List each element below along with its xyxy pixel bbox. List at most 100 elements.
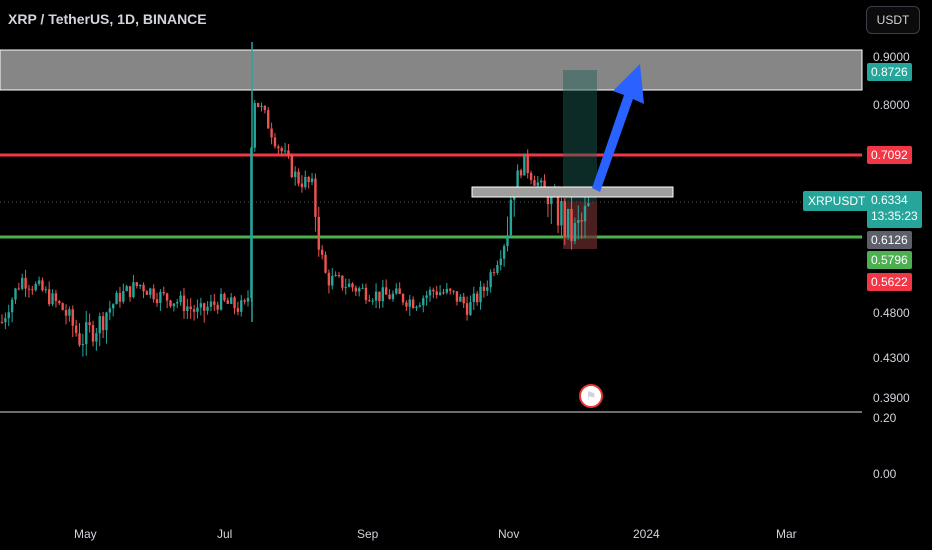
target-arrow xyxy=(592,64,644,192)
candle-body xyxy=(391,293,395,300)
candle-body xyxy=(358,288,361,292)
candle-body xyxy=(213,301,216,305)
last-price: 0.6334 xyxy=(871,193,908,207)
red-level-badge: 0.5622 xyxy=(867,273,912,291)
candle-body xyxy=(411,299,415,309)
candle-body xyxy=(186,306,189,312)
candle-body xyxy=(536,182,540,186)
last-price-badge: 0.6334 13:35:23 xyxy=(867,191,922,228)
candle-body xyxy=(91,325,95,342)
candle-body xyxy=(415,306,418,309)
candle-body xyxy=(51,293,54,305)
candle-body xyxy=(577,220,580,224)
candle-body xyxy=(159,292,162,303)
candle-body xyxy=(344,286,347,288)
candle-body xyxy=(327,272,331,286)
candle-body xyxy=(425,295,428,299)
candle-body xyxy=(226,300,229,304)
candle-body xyxy=(229,297,233,304)
candle-body xyxy=(31,289,34,291)
candle-body xyxy=(459,296,462,302)
candle-body xyxy=(54,293,58,302)
candle-body xyxy=(388,294,391,300)
green-level-badge: 0.5796 xyxy=(867,251,912,269)
candle-body xyxy=(10,299,14,313)
candle-body xyxy=(236,308,240,312)
candle-body xyxy=(580,220,583,222)
candle-body xyxy=(516,170,519,195)
candle-body xyxy=(4,318,7,323)
countdown: 13:35:23 xyxy=(871,209,918,223)
candle-body xyxy=(138,284,142,287)
candle-body xyxy=(570,208,573,242)
price-label: 0.00 xyxy=(873,467,897,481)
candle-body xyxy=(162,292,165,294)
candle-body xyxy=(438,292,442,295)
candle-body xyxy=(526,153,529,173)
candle-body xyxy=(88,322,91,326)
candle-body xyxy=(21,277,24,289)
candle-body xyxy=(452,290,455,292)
us-flag-icon[interactable]: ⚑ xyxy=(579,384,603,408)
candle-body xyxy=(496,265,499,273)
candle-body xyxy=(95,333,98,342)
candle-body xyxy=(314,178,317,217)
candle-body xyxy=(324,254,327,273)
candle-body xyxy=(401,293,405,303)
candle-body xyxy=(37,280,41,284)
candle-body xyxy=(331,275,334,286)
candle-body xyxy=(68,309,71,316)
red-line-badge: 0.7092 xyxy=(867,146,912,164)
candle-body xyxy=(395,288,398,294)
candle-body xyxy=(310,178,314,183)
currency-button[interactable]: USDT xyxy=(866,6,920,34)
candle-body xyxy=(418,305,422,307)
candle-body xyxy=(347,283,351,287)
candle-body xyxy=(489,272,492,288)
candle-body xyxy=(432,289,435,292)
candle-body xyxy=(408,299,411,307)
candle-body xyxy=(169,300,172,307)
candle-body xyxy=(523,153,526,176)
candle-body xyxy=(81,344,85,346)
candle-body xyxy=(196,307,199,312)
time-label: Sep xyxy=(357,527,379,541)
candle-body xyxy=(189,306,192,310)
candle-body xyxy=(334,275,337,277)
candle-body xyxy=(482,286,486,291)
candle-body xyxy=(216,304,219,310)
candle-body xyxy=(58,301,61,304)
candle-body xyxy=(529,172,533,181)
candle-body xyxy=(472,293,475,303)
candle-body xyxy=(422,298,425,306)
candle-body xyxy=(125,286,128,292)
candle-body xyxy=(74,325,78,334)
candle-body xyxy=(300,183,304,188)
candle-body xyxy=(112,304,115,309)
grey-level-badge: 0.6126 xyxy=(867,231,912,249)
candle-body xyxy=(540,180,543,183)
candle-body xyxy=(192,309,196,312)
candle-body xyxy=(462,296,465,304)
candle-body xyxy=(533,180,536,186)
candle-body xyxy=(27,288,31,290)
candle-body xyxy=(509,199,513,236)
candle-body xyxy=(556,192,560,226)
candle-body xyxy=(145,291,149,295)
candle-body xyxy=(583,205,587,222)
candle-body xyxy=(142,284,145,292)
candle-body xyxy=(449,288,452,291)
candle-body xyxy=(115,292,118,305)
candle-body xyxy=(290,155,294,177)
candle-body xyxy=(219,293,223,310)
candle-body xyxy=(371,300,374,302)
price-label: 0.8000 xyxy=(873,98,910,112)
candle-body xyxy=(41,280,44,291)
candle-body xyxy=(47,289,51,305)
candle-body xyxy=(253,103,256,148)
candle-body xyxy=(155,299,159,303)
candle-body xyxy=(7,312,10,319)
candle-body xyxy=(246,297,250,302)
long-target-zone xyxy=(563,70,597,202)
